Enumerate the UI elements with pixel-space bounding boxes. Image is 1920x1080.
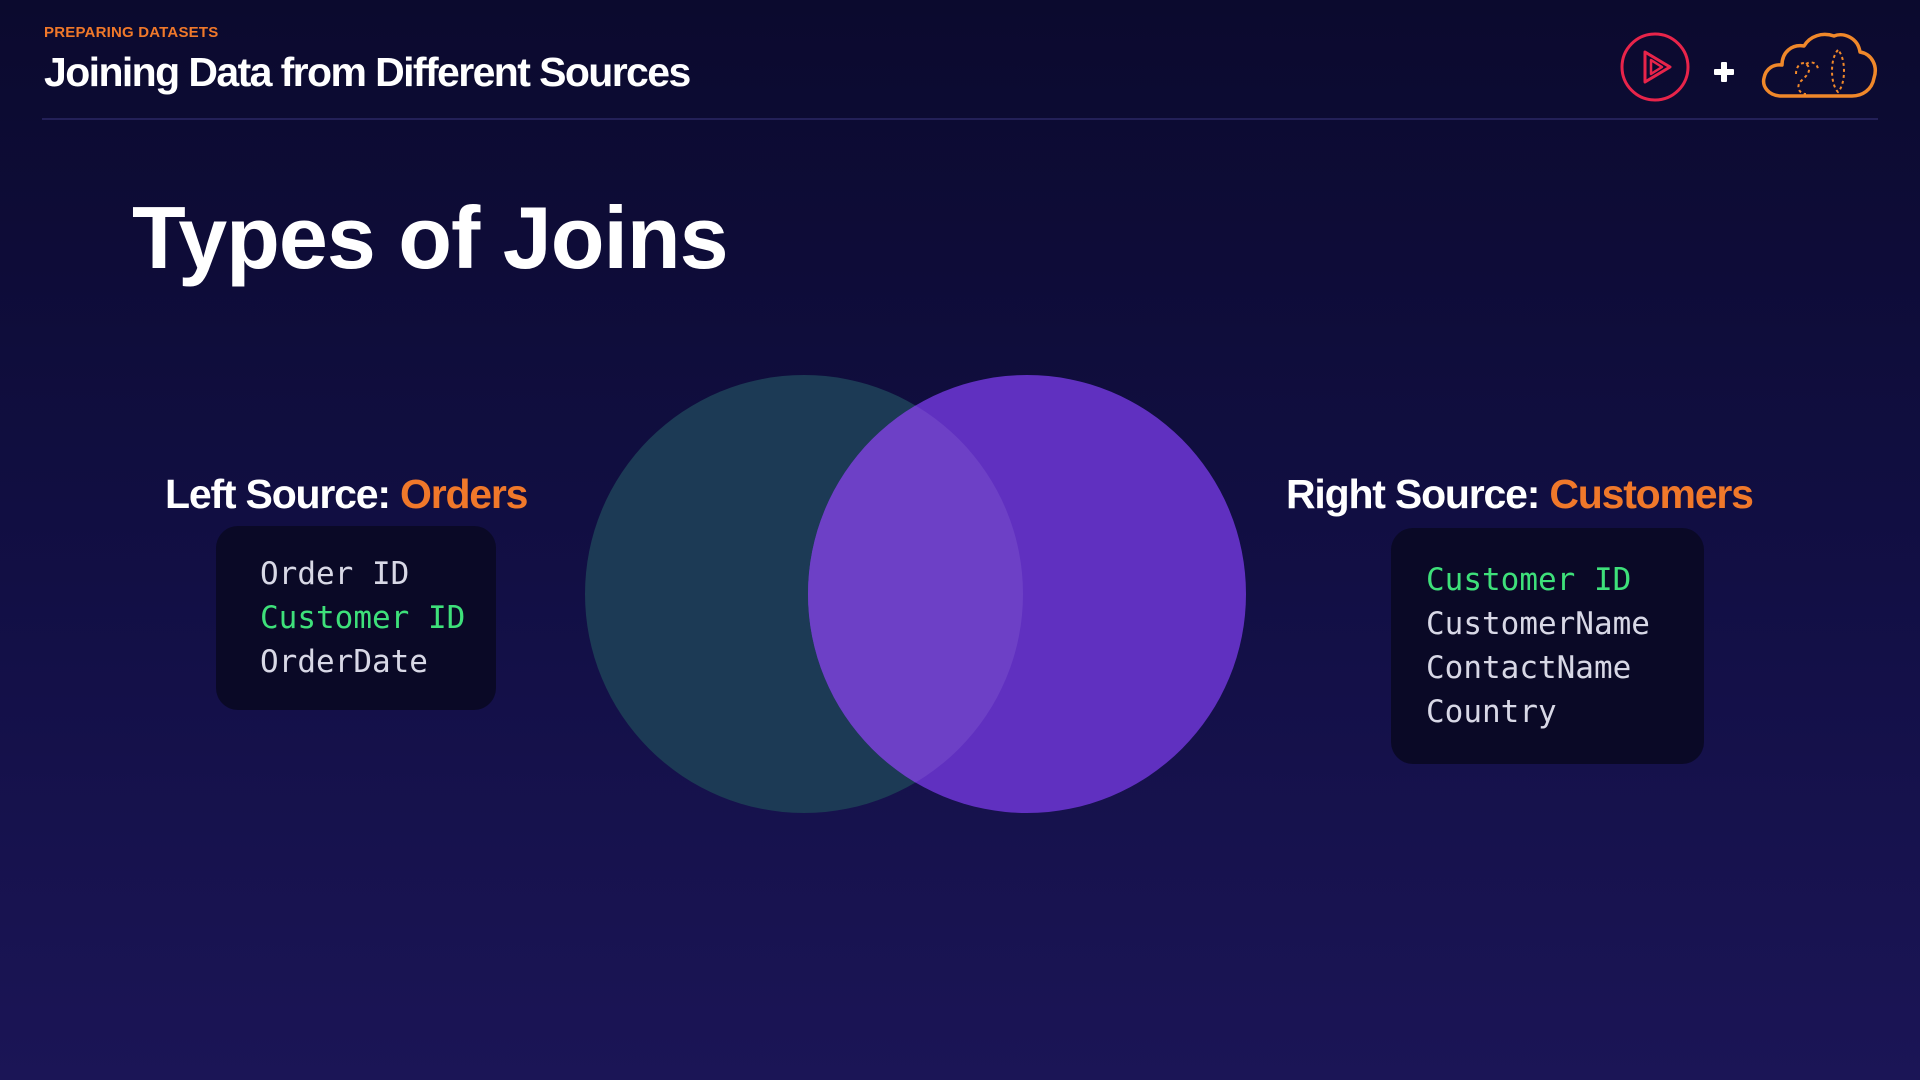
brand-logos — [1620, 30, 1880, 104]
left-source-prefix: Left Source: — [165, 471, 400, 517]
left-field-order-id: Order ID — [260, 556, 410, 592]
deck-title: Joining Data from Different Sources — [44, 49, 691, 95]
left-field-order-date: OrderDate — [260, 644, 428, 680]
right-field-contact-name: ContactName — [1426, 650, 1632, 686]
slide-header: PREPARING DATASETS Joining Data from Dif… — [44, 22, 691, 96]
left-source-fields: Order ID Customer ID OrderDate — [216, 526, 496, 710]
section-kicker: PREPARING DATASETS — [44, 24, 219, 41]
right-source-fields: Customer ID CustomerName ContactName Cou… — [1391, 528, 1704, 764]
plus-icon — [1714, 62, 1734, 82]
right-source-label: Right Source: Customers — [1286, 470, 1754, 518]
overlap-region — [808, 375, 1023, 813]
right-source-name: Customers — [1549, 471, 1754, 517]
left-field-customer-id: Customer ID — [260, 600, 466, 636]
play-logo-icon — [1620, 32, 1690, 102]
right-field-customer-name: CustomerName — [1426, 606, 1650, 642]
right-source-prefix: Right Source: — [1286, 471, 1550, 517]
slide-title: Types of Joins — [132, 188, 729, 287]
header-divider — [42, 118, 1878, 120]
left-source-label: Left Source: Orders — [165, 470, 528, 518]
cloud-logo-icon — [1761, 32, 1877, 98]
left-source-name: Orders — [400, 471, 528, 517]
plus-sign — [1712, 60, 1736, 89]
right-field-country: Country — [1426, 694, 1557, 730]
venn-diagram — [585, 375, 1246, 813]
right-field-customer-id: Customer ID — [1426, 562, 1632, 598]
